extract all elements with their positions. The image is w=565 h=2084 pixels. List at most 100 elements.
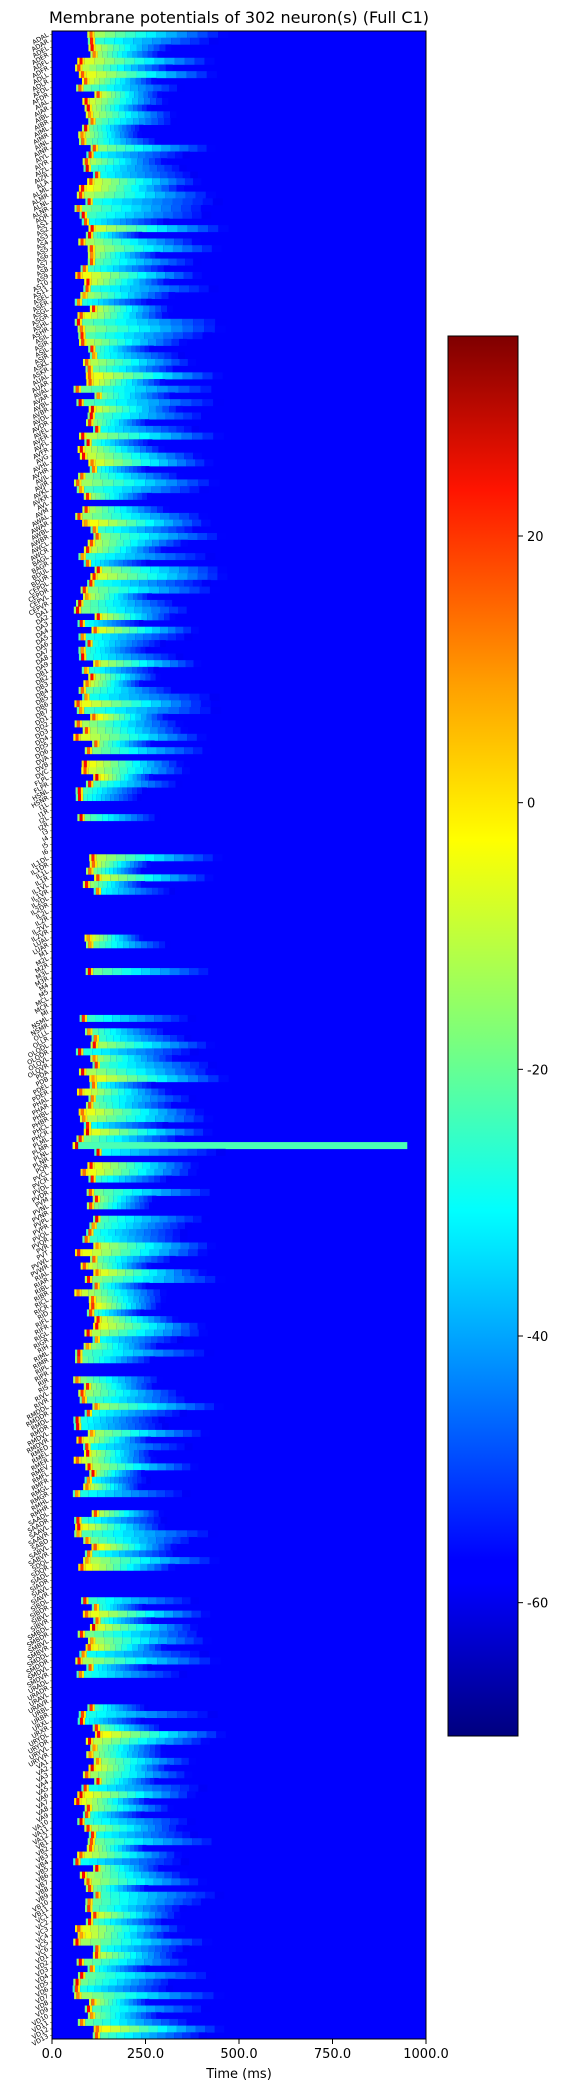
heatmap-cell <box>97 1624 106 1631</box>
heatmap-cell <box>84 934 87 942</box>
heatmap-cell <box>134 57 145 65</box>
heatmap-cell <box>151 633 160 641</box>
heatmap-cell <box>167 633 177 641</box>
heatmap-cell <box>85 131 91 139</box>
heatmap-cell <box>137 51 143 59</box>
heatmap-cell <box>88 231 92 239</box>
heatmap-cell <box>108 298 115 306</box>
heatmap-cell <box>81 138 85 146</box>
heatmap-cell <box>139 1449 144 1457</box>
heatmap-cell <box>121 1383 127 1391</box>
heatmap-cell <box>159 1731 169 1739</box>
heatmap-cell <box>95 1175 102 1183</box>
heatmap-cell <box>111 1148 121 1156</box>
heatmap-cell <box>129 626 138 634</box>
heatmap-cell <box>93 1215 96 1223</box>
heatmap-cell <box>156 1128 166 1136</box>
heatmap-cell <box>110 673 116 681</box>
heatmap-cell <box>92 1061 95 1069</box>
heatmap-cell <box>135 2012 142 2020</box>
heatmap-cell <box>98 358 107 366</box>
heatmap-cell <box>110 1162 119 1170</box>
heatmap-cell <box>129 1229 137 1237</box>
heatmap-cell <box>126 138 132 146</box>
heatmap-cell <box>137 1316 143 1324</box>
heatmap-cell <box>120 620 126 627</box>
heatmap-cell <box>102 1483 107 1491</box>
heatmap-cell <box>95 1965 100 1973</box>
heatmap-cell <box>119 1396 128 1404</box>
heatmap-cell <box>118 1242 128 1250</box>
heatmap-cell <box>98 1644 105 1652</box>
heatmap-cell <box>84 71 87 79</box>
heatmap-cell <box>175 653 184 661</box>
heatmap-cell <box>138 1088 145 1096</box>
heatmap-cell <box>116 399 127 407</box>
heatmap-cell <box>127 1235 135 1243</box>
heatmap-cell <box>145 1048 155 1056</box>
heatmap-cell <box>91 1342 97 1350</box>
heatmap-cell <box>166 71 177 79</box>
heatmap-cell <box>123 1275 134 1283</box>
heatmap-cell <box>89 1235 98 1243</box>
heatmap-cell <box>102 512 112 520</box>
heatmap-cell <box>75 1416 79 1424</box>
heatmap-cell <box>130 151 139 159</box>
heatmap-cell <box>96 760 104 768</box>
heatmap-cell <box>141 968 151 976</box>
heatmap-cell <box>173 332 184 340</box>
heatmap-cell <box>182 372 193 380</box>
heatmap-cell <box>127 278 134 286</box>
heatmap-cell <box>193 1128 204 1136</box>
heatmap-cell <box>76 486 79 494</box>
heatmap-cell <box>174 1115 185 1123</box>
heatmap-cell <box>85 238 95 246</box>
heatmap-cell <box>100 660 109 668</box>
heatmap-cell <box>151 1383 157 1391</box>
heatmap-cell <box>144 1798 150 1806</box>
heatmap-cell <box>120 1035 128 1042</box>
heatmap-cell <box>171 1168 180 1176</box>
heatmap-cell <box>99 392 102 400</box>
heatmap-cell <box>131 660 140 668</box>
heatmap-cell <box>91 1885 94 1893</box>
heatmap-cell <box>88 1296 91 1304</box>
heatmap-cell <box>94 1188 104 1196</box>
heatmap-cell <box>123 479 135 487</box>
heatmap-cell <box>123 653 132 661</box>
heatmap-cell <box>147 392 153 400</box>
heatmap-cell <box>154 1175 161 1183</box>
heatmap-cell <box>109 1242 119 1250</box>
heatmap-cell <box>87 1550 91 1558</box>
heatmap-cell <box>111 941 118 949</box>
heatmap-cell <box>74 1289 77 1297</box>
heatmap-cell <box>116 539 124 547</box>
heatmap-cell <box>165 1409 173 1417</box>
heatmap-cell <box>84 338 87 346</box>
heatmap-cell <box>93 2012 96 2020</box>
heatmap-cell <box>90 1898 93 1906</box>
heatmap-cell <box>92 1282 95 1290</box>
heatmap-cell <box>113 345 118 353</box>
heatmap-cell <box>175 1403 186 1411</box>
heatmap-cell <box>141 292 149 300</box>
heatmap-cell <box>120 1148 131 1156</box>
heatmap-cell <box>135 1409 144 1417</box>
heatmap-cell <box>150 599 158 607</box>
heatmap-cell <box>103 445 110 453</box>
heatmap-cell <box>105 707 116 715</box>
heatmap-cell <box>112 1014 121 1022</box>
heatmap-cell <box>90 285 101 293</box>
heatmap-cell <box>169 1824 177 1832</box>
heatmap-cell <box>143 1650 153 1658</box>
heatmap-cell <box>170 1818 179 1826</box>
heatmap-cell <box>96 452 105 460</box>
heatmap-cell <box>172 245 183 253</box>
heatmap-cell <box>102 1262 108 1270</box>
heatmap-cell <box>195 2025 206 2033</box>
heatmap-cell <box>166 1175 172 1183</box>
heatmap-cell <box>125 251 131 259</box>
heatmap-cell <box>124 740 130 748</box>
colorbar-tick-label: -20 <box>527 1063 548 1078</box>
heatmap-cell <box>177 459 187 467</box>
